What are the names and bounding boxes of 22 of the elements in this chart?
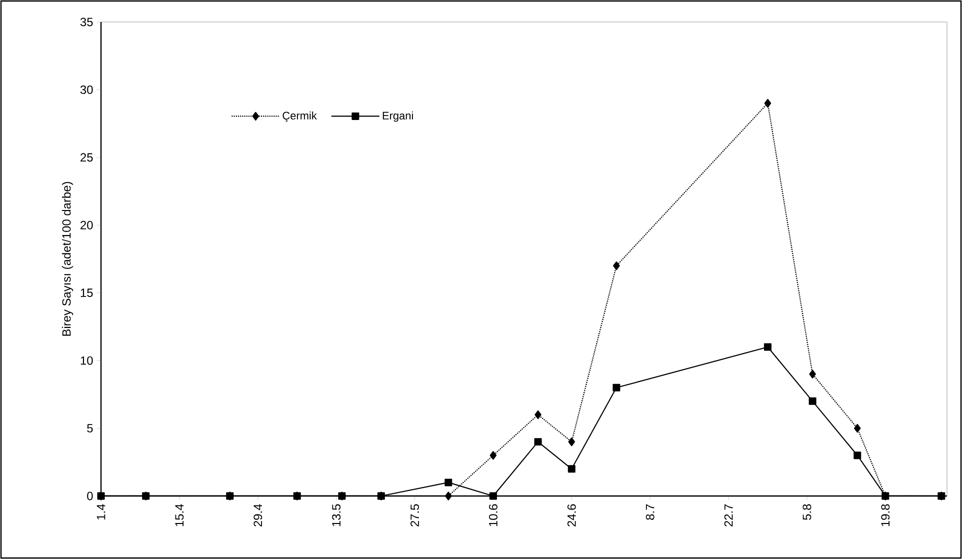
x-tick-label: 10.6 <box>488 504 498 526</box>
x-tick-label: 15.4 <box>175 504 184 526</box>
y-axis-title: Birey Sayısı (adet/100 darbe) <box>62 182 74 336</box>
y-tick-label: 10 <box>80 356 93 365</box>
y-tick-label: 25 <box>80 153 93 162</box>
legend-label: Çermik <box>282 111 317 122</box>
x-tick-label: 19.8 <box>881 504 890 526</box>
x-tick-label: 5.8 <box>802 504 812 520</box>
y-tick-label: 15 <box>80 288 93 298</box>
x-tick-label: 29.4 <box>254 504 262 526</box>
legend-label: Ergani <box>382 111 413 122</box>
y-tick-label: 20 <box>80 220 93 230</box>
x-tick-label: 13.5 <box>332 504 341 526</box>
x-tick-label: 27.5 <box>410 504 419 526</box>
x-tick-label: 24.6 <box>567 504 576 526</box>
y-tick-label: 5 <box>87 424 93 432</box>
x-tick-label: 22.7 <box>724 504 733 526</box>
x-tick-label: 1.4 <box>96 504 106 520</box>
y-tick-label: 30 <box>80 85 93 94</box>
x-tick-label: 8.7 <box>646 504 654 520</box>
y-tick-label: 0 <box>87 492 93 500</box>
y-tick-label: 35 <box>80 18 93 26</box>
